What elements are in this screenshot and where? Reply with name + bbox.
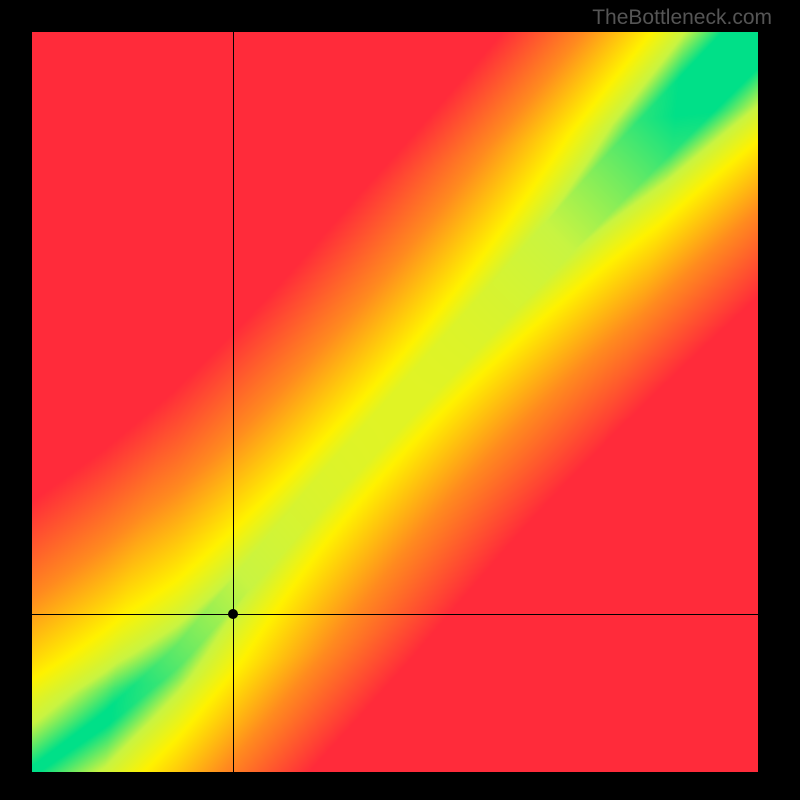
watermark-text: TheBottleneck.com: [592, 6, 772, 30]
plot-area: [32, 32, 758, 772]
heatmap-canvas: [32, 32, 758, 772]
selected-point-marker: [228, 609, 238, 619]
chart-container: TheBottleneck.com: [0, 0, 800, 800]
crosshair-vertical: [233, 32, 234, 772]
crosshair-horizontal: [32, 614, 758, 615]
